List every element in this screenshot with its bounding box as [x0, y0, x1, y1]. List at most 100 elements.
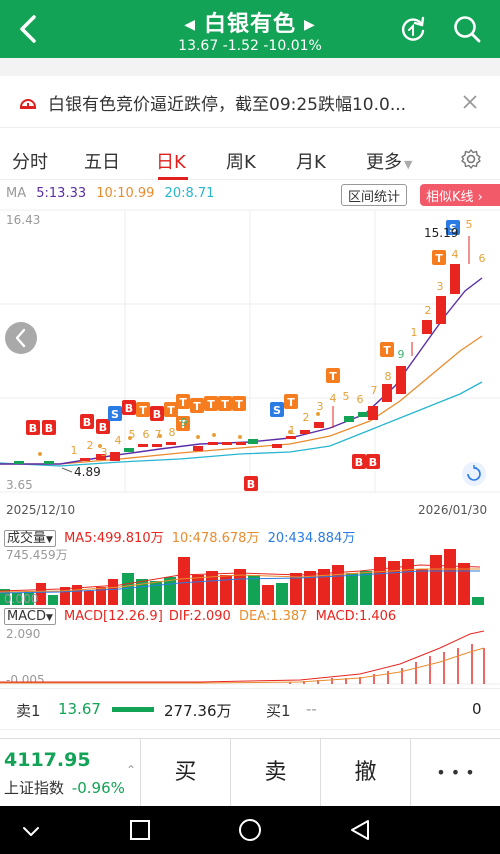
prev-stock-icon[interactable]: ◀	[184, 17, 196, 33]
svg-text:5: 5	[129, 428, 136, 441]
alarm-icon	[19, 99, 37, 109]
svg-text:4: 4	[330, 392, 337, 405]
refresh-icon[interactable]	[398, 14, 428, 44]
macd-chart[interactable]: 2.090 -0.005	[0, 626, 500, 688]
min-price-pointer	[61, 467, 73, 473]
svg-text:T: T	[207, 398, 215, 411]
svg-text:4: 4	[452, 248, 459, 261]
buy-button[interactable]: 买	[140, 739, 230, 807]
tab-intraday[interactable]: 分时	[12, 152, 48, 173]
volume-legend: 成交量▼ MA5:499.810万 10:478.678万 20:434.884…	[4, 527, 355, 547]
candle	[236, 442, 246, 445]
candle	[344, 416, 354, 422]
scroll-left-button[interactable]	[5, 322, 37, 354]
svg-text:B: B	[83, 416, 91, 429]
svg-text:2: 2	[303, 411, 310, 424]
news-notice[interactable]: 白银有色竞价逼近跌停，截至09:25跌幅10.0...	[0, 76, 500, 128]
macd-value: MACD:1.406	[315, 609, 397, 624]
svg-text:9: 9	[398, 348, 405, 361]
index-change: -0.96%	[71, 779, 125, 797]
search-icon[interactable]	[452, 14, 482, 44]
candle	[44, 461, 54, 464]
candle	[286, 436, 296, 439]
range-stats-button[interactable]: 区间统计	[341, 184, 408, 206]
buy1-label: 买1	[266, 702, 291, 720]
svg-text:S: S	[449, 222, 457, 235]
svg-text:T: T	[139, 404, 147, 417]
top-bar: ◀ 白银有色 ▶ 13.67 -1.52 -10.01%	[0, 0, 500, 58]
svg-text:1: 1	[289, 424, 296, 437]
buy1-price: --	[306, 700, 317, 718]
sell1-price: 13.67	[58, 700, 101, 718]
y-axis-high-label: 16.43	[6, 213, 40, 227]
ma20-line	[0, 381, 483, 467]
tab-daily-k[interactable]: 日K	[156, 152, 186, 173]
cancel-order-button[interactable]: 撤	[320, 739, 410, 807]
tab-monthly-k[interactable]: 月K	[296, 152, 326, 173]
vol-ma10: 10:478.678万	[171, 531, 260, 546]
sell-button[interactable]: 卖	[230, 739, 320, 807]
ma-legend: MA 5:13.33 10:10.99 20:8.71	[6, 186, 214, 201]
volume-chart[interactable]: 0.000	[0, 545, 500, 605]
close-icon[interactable]	[462, 94, 478, 110]
signal-dots	[38, 412, 320, 456]
ma20-value: 20:8.71	[164, 186, 215, 201]
kline-chart[interactable]: 16.43 3.65 2025/12/10 2026/01/30	[0, 206, 500, 528]
tab-more[interactable]: 更多 ▼	[366, 148, 412, 174]
macd-axis-top: 2.090	[6, 627, 40, 641]
candle	[368, 406, 378, 420]
ma-label: MA	[6, 186, 27, 201]
vol-ma20-line	[0, 570, 480, 594]
svg-text:B: B	[153, 408, 161, 421]
stock-name: 白银有色	[203, 12, 296, 37]
svg-text:3: 3	[101, 446, 108, 459]
macd-indicator-label: MACD	[7, 609, 46, 624]
macd-axis-bottom: -0.005	[6, 673, 45, 687]
index-ticker[interactable]: 4117.95 上证指数 -0.96% ⌃	[0, 739, 140, 807]
nav-recents-icon[interactable]	[129, 819, 151, 841]
kline-grid	[0, 209, 500, 493]
date-end-label: 2026/01/30	[418, 503, 487, 517]
nav-back-icon[interactable]	[348, 818, 372, 842]
similar-k-button[interactable]: 相似K线 ›	[420, 184, 500, 206]
macd-dif: DIF:2.090	[168, 609, 231, 624]
tab-five-day[interactable]: 五日	[84, 152, 120, 173]
candle	[450, 264, 460, 294]
macd-indicator-select[interactable]: MACD▼	[4, 608, 56, 625]
vol-ma5: MA5:499.810万	[64, 531, 164, 546]
more-actions-button[interactable]: • • •	[410, 739, 500, 807]
svg-text:6: 6	[357, 393, 364, 406]
tab-more-label: 更多	[366, 152, 402, 173]
fullscreen-expand-icon[interactable]	[462, 462, 486, 486]
svg-text:7: 7	[155, 428, 162, 441]
svg-text:B: B	[29, 422, 37, 435]
max-price-label: 15.19	[424, 226, 458, 240]
svg-text:T: T	[221, 398, 229, 411]
svg-text:1: 1	[411, 326, 418, 339]
next-stock-icon[interactable]: ▶	[304, 17, 316, 33]
candle	[358, 412, 368, 417]
trade-signals: B B B B S B T B T T T T T T T B S T T B …	[26, 220, 460, 491]
min-price-label: 4.89	[74, 465, 101, 479]
y-axis-low-label: 3.65	[6, 478, 33, 492]
tab-weekly-k[interactable]: 周K	[226, 152, 256, 173]
candle	[422, 320, 432, 334]
settings-gear-icon[interactable]	[460, 148, 482, 170]
nav-hide-icon[interactable]	[20, 820, 42, 842]
order-book-row: 卖1 13.67 277.36万 买1 -- 0	[0, 688, 500, 730]
similar-k-label: 相似K线	[426, 190, 474, 205]
volume-indicator-select[interactable]: 成交量▼	[4, 530, 56, 547]
buy1-volume: 0	[472, 700, 482, 718]
back-arrow-icon[interactable]	[12, 12, 46, 46]
ma5-value: 5:13.33	[36, 186, 87, 201]
svg-text:2: 2	[87, 439, 94, 452]
period-tabs: 分时 五日 日K 周K 月K 更多 ▼	[0, 140, 500, 180]
candle	[396, 366, 406, 394]
dropdown-arrow-icon: ▼	[46, 535, 53, 545]
nav-home-icon[interactable]	[238, 818, 262, 842]
svg-text:7: 7	[371, 384, 378, 397]
chevron-right-icon: ›	[477, 190, 483, 205]
candles	[14, 236, 470, 464]
volume-bars	[0, 549, 484, 605]
svg-text:T: T	[193, 400, 201, 413]
